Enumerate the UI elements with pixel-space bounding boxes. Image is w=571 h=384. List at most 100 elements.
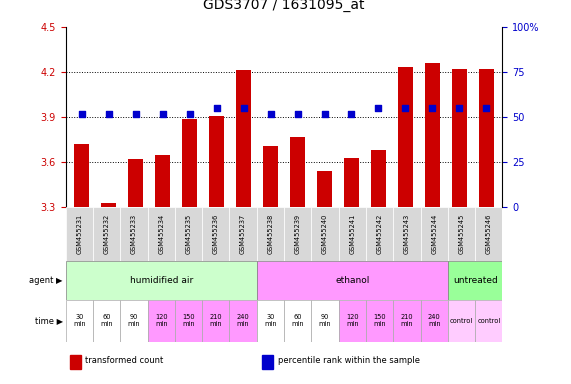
Bar (175, 300, 202, 342)
Bar (398, 68, 413, 207)
Bar (128, 159, 143, 207)
Point (374, 105, 383, 111)
Text: 90
min: 90 min (319, 314, 331, 327)
Point (131, 111, 140, 117)
Point (77, 111, 86, 117)
Bar (475, 207, 502, 261)
Text: GSM455242: GSM455242 (377, 214, 383, 255)
Bar (93, 207, 120, 261)
Text: 90
min: 90 min (127, 314, 140, 327)
Text: 150
min: 150 min (182, 314, 195, 327)
Bar (263, 146, 278, 207)
Text: GSM455243: GSM455243 (404, 214, 410, 254)
Bar (479, 69, 494, 207)
Text: GSM455235: GSM455235 (186, 214, 191, 254)
Bar (236, 71, 251, 207)
Bar (290, 137, 305, 207)
Text: 240
min: 240 min (428, 314, 441, 327)
Text: GSM455232: GSM455232 (103, 214, 110, 254)
Bar (393, 300, 421, 342)
Text: untreated: untreated (453, 276, 497, 285)
Text: control: control (477, 318, 500, 324)
Text: GSM455245: GSM455245 (459, 214, 465, 255)
Point (239, 105, 248, 111)
Text: 60
min: 60 min (100, 314, 113, 327)
Bar (421, 207, 448, 261)
Text: GSM455236: GSM455236 (213, 214, 219, 254)
Bar (257, 207, 284, 261)
Text: percentile rank within the sample: percentile rank within the sample (278, 356, 420, 364)
Point (320, 111, 329, 117)
Text: humidified air: humidified air (130, 276, 193, 285)
Text: 60
min: 60 min (291, 314, 304, 327)
Text: GSM455240: GSM455240 (322, 214, 328, 255)
Bar (339, 300, 366, 342)
Text: time ▶: time ▶ (35, 316, 63, 325)
Point (347, 111, 356, 117)
Point (455, 105, 464, 111)
Point (104, 111, 114, 117)
Bar (448, 207, 475, 261)
Bar (147, 207, 175, 261)
Bar (66, 261, 257, 300)
Bar (257, 261, 448, 300)
Bar (182, 119, 197, 207)
Bar (257, 300, 284, 342)
Point (401, 105, 410, 111)
Point (293, 111, 302, 117)
Text: GSM455244: GSM455244 (431, 214, 437, 255)
Bar (475, 300, 502, 342)
Text: ethanol: ethanol (335, 276, 369, 285)
Bar (74, 144, 89, 207)
Text: 210
min: 210 min (401, 314, 413, 327)
Bar (371, 150, 386, 207)
Text: 240
min: 240 min (237, 314, 250, 327)
Bar (339, 207, 366, 261)
Bar (448, 300, 475, 342)
Text: control: control (450, 318, 473, 324)
Bar (209, 116, 224, 207)
Bar (93, 300, 120, 342)
Text: GSM455234: GSM455234 (158, 214, 164, 254)
Bar (448, 261, 502, 300)
Point (185, 111, 194, 117)
Text: GSM455239: GSM455239 (295, 214, 301, 254)
Bar (120, 207, 147, 261)
Text: GSM455233: GSM455233 (131, 214, 137, 254)
Bar (230, 207, 257, 261)
Text: 120
min: 120 min (155, 314, 167, 327)
Bar (452, 69, 467, 207)
Bar (284, 300, 311, 342)
Bar (66, 300, 93, 342)
Text: GDS3707 / 1631095_at: GDS3707 / 1631095_at (203, 0, 365, 12)
Bar (230, 300, 257, 342)
Bar (393, 207, 421, 261)
Bar (425, 63, 440, 207)
Bar (70, 355, 81, 369)
Text: GSM455246: GSM455246 (486, 214, 492, 255)
Text: GSM455237: GSM455237 (240, 214, 246, 254)
Text: GSM455238: GSM455238 (267, 214, 274, 254)
Text: 30
min: 30 min (264, 314, 277, 327)
Bar (284, 207, 311, 261)
Text: 210
min: 210 min (210, 314, 222, 327)
Bar (102, 203, 116, 207)
Point (266, 111, 275, 117)
Bar (155, 155, 170, 207)
Bar (202, 207, 230, 261)
Point (482, 105, 491, 111)
Text: 120
min: 120 min (346, 314, 359, 327)
Bar (366, 300, 393, 342)
Bar (421, 300, 448, 342)
Text: 150
min: 150 min (373, 314, 386, 327)
Text: GSM455241: GSM455241 (349, 214, 355, 254)
Text: transformed count: transformed count (85, 356, 163, 364)
Point (158, 111, 167, 117)
Point (212, 105, 221, 111)
Bar (344, 158, 359, 207)
Bar (366, 207, 393, 261)
Bar (311, 300, 339, 342)
Bar (147, 300, 175, 342)
Bar (262, 355, 273, 369)
Bar (317, 171, 332, 207)
